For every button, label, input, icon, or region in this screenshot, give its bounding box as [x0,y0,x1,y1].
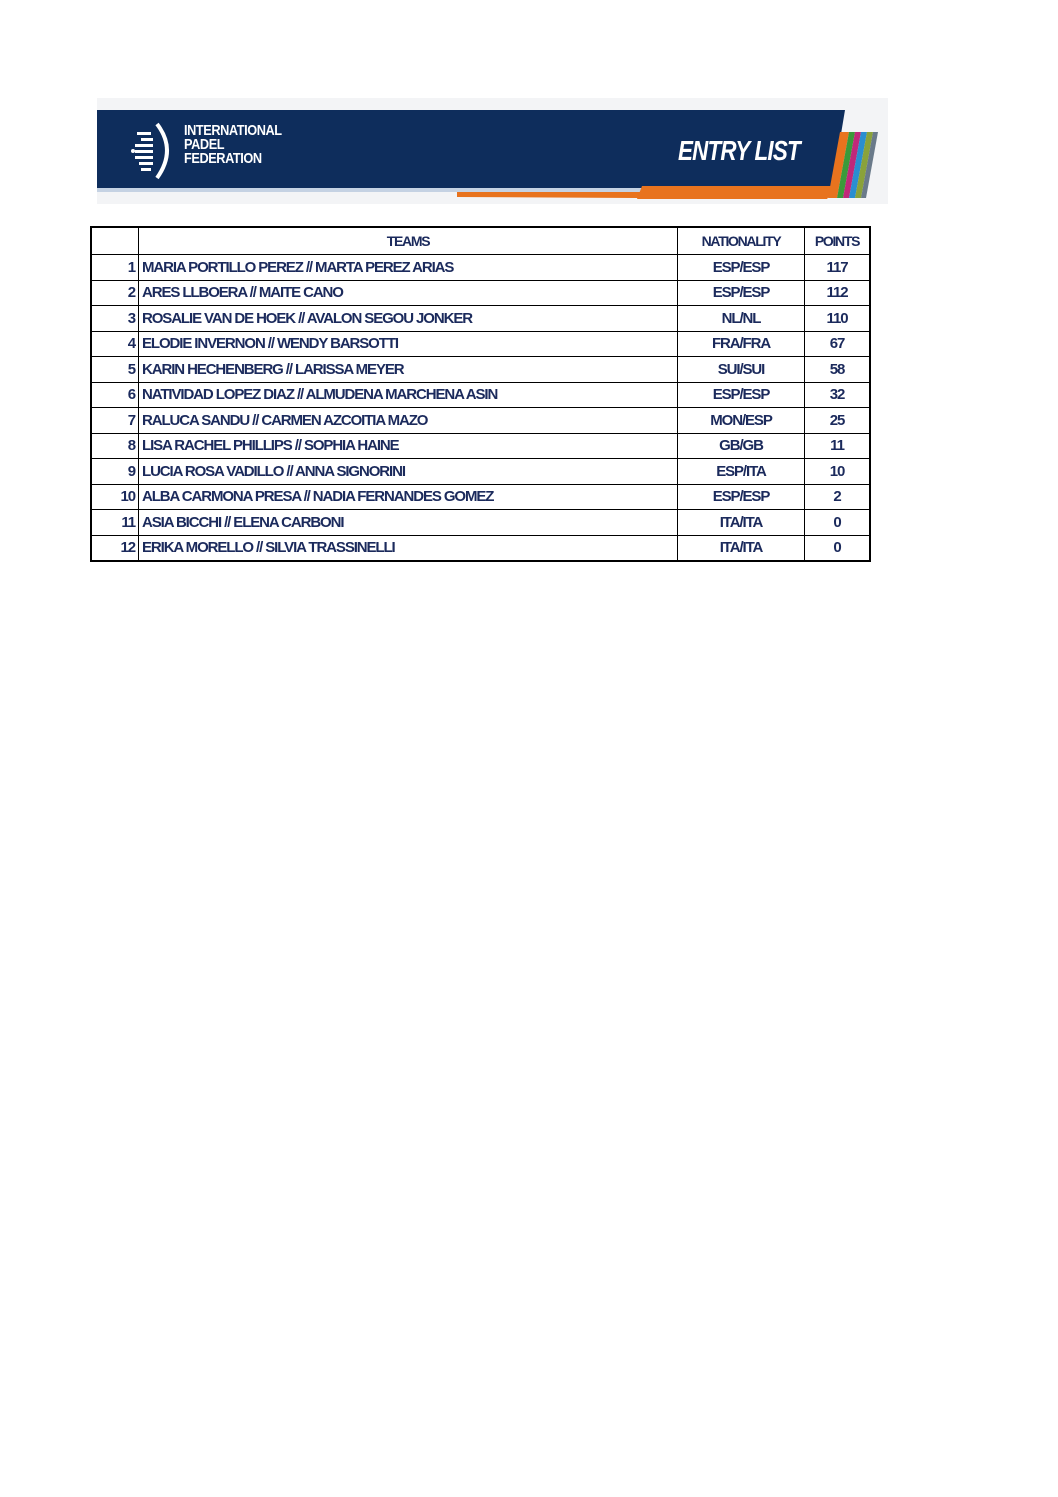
table-row: 7 RALUCA SANDU // CARMEN AZCOITIA MAZO MON… [90,407,871,434]
table-row: 9 LUCIA ROSA VADILLO // ANNA SIGNORINI ESP… [90,458,871,485]
table-row: 4 ELODIE INVERNON // WENDY BARSOTTI FRA/FR… [90,330,871,357]
nationality-cell: ESP/ESP [677,381,805,408]
nationality-cell: NL/NL [677,305,805,332]
table-row: 2 ARES LLBOERA // MAITE CANO ESP/ESP 112 [90,279,871,306]
team-cell: ROSALIE VAN DE HOEK // AVALON SEGOU JONK… [138,305,678,332]
rank-cell: 12 [90,534,139,562]
points-cell: 110 [804,305,871,332]
rank-cell: 4 [90,330,139,357]
rank-cell: 2 [90,279,139,306]
col-points: POINTS [804,226,871,255]
team-cell: ELODIE INVERNON // WENDY BARSOTTI [138,330,678,357]
points-cell: 2 [804,483,871,510]
points-cell: 0 [804,534,871,562]
nationality-cell: FRA/FRA [677,330,805,357]
team-cell: RALUCA SANDU // CARMEN AZCOITIA MAZO [138,407,678,434]
nationality-cell: ESP/ESP [677,279,805,306]
table-row: 12 ERIKA MORELLO // SILVIA TRASSINELLI ITA… [90,534,871,562]
points-cell: 67 [804,330,871,357]
team-cell: LISA RACHEL PHILLIPS // SOPHIA HAINE [138,432,678,459]
col-rank [90,226,139,255]
entry-list-table: TEAMS NATIONALITY POINTS 1 MARIA PORTILLO… [90,226,871,562]
table-row: 11 ASIA BICCHI // ELENA CARBONI ITA/ITA 0 [90,509,871,536]
team-cell: MARIA PORTILLO PEREZ // MARTA PEREZ ARIA… [138,254,678,281]
col-teams: TEAMS [138,226,678,255]
org-name: INTERNATIONAL PADEL FEDERATION [184,122,282,167]
nationality-cell: SUI/SUI [677,356,805,383]
table-row: 3 ROSALIE VAN DE HOEK // AVALON SEGOU JON… [90,305,871,332]
nationality-cell: GB/GB [677,432,805,459]
rank-cell: 3 [90,305,139,332]
nationality-cell: ESP/ESP [677,483,805,510]
table-row: 1 MARIA PORTILLO PEREZ // MARTA PEREZ ARI… [90,254,871,281]
team-cell: ARES LLBOERA // MAITE CANO [138,279,678,306]
team-cell: KARIN HECHENBERG // LARISSA MEYER [138,356,678,383]
table-row: 5 KARIN HECHENBERG // LARISSA MEYER SUI/SU… [90,356,871,383]
header-banner [97,98,888,204]
points-cell: 32 [804,381,871,408]
nationality-cell: ESP/ESP [677,254,805,281]
nationality-cell: ESP/ITA [677,458,805,485]
rank-cell: 8 [90,432,139,459]
nationality-cell: ITA/ITA [677,509,805,536]
rank-cell: 1 [90,254,139,281]
team-cell: NATIVIDAD LOPEZ DIAZ // ALMUDENA MARCHEN… [138,381,678,408]
team-cell: ASIA BICCHI // ELENA CARBONI [138,509,678,536]
rank-cell: 6 [90,381,139,408]
team-cell: ERIKA MORELLO // SILVIA TRASSINELLI [138,534,678,562]
table-row: 10 ALBA CARMONA PRESA // NADIA FERNANDES … [90,483,871,510]
table-row: 8 LISA RACHEL PHILLIPS // SOPHIA HAINE GB/… [90,432,871,459]
page-title: ENTRY LIST [678,135,801,166]
points-cell: 11 [804,432,871,459]
table-row: 6 NATIVIDAD LOPEZ DIAZ // ALMUDENA MARCHE… [90,381,871,408]
points-cell: 58 [804,356,871,383]
rank-cell: 11 [90,509,139,536]
rank-cell: 7 [90,407,139,434]
team-cell: LUCIA ROSA VADILLO // ANNA SIGNORINI [138,458,678,485]
table-header: TEAMS NATIONALITY POINTS [90,226,871,255]
rank-cell: 5 [90,356,139,383]
ipf-logo-icon [131,122,169,180]
nationality-cell: ITA/ITA [677,534,805,562]
points-cell: 112 [804,279,871,306]
points-cell: 0 [804,509,871,536]
team-cell: ALBA CARMONA PRESA // NADIA FERNANDES GO… [138,483,678,510]
nationality-cell: MON/ESP [677,407,805,434]
col-nationality: NATIONALITY [677,226,805,255]
points-cell: 117 [804,254,871,281]
points-cell: 25 [804,407,871,434]
rank-cell: 10 [90,483,139,510]
rank-cell: 9 [90,458,139,485]
points-cell: 10 [804,458,871,485]
